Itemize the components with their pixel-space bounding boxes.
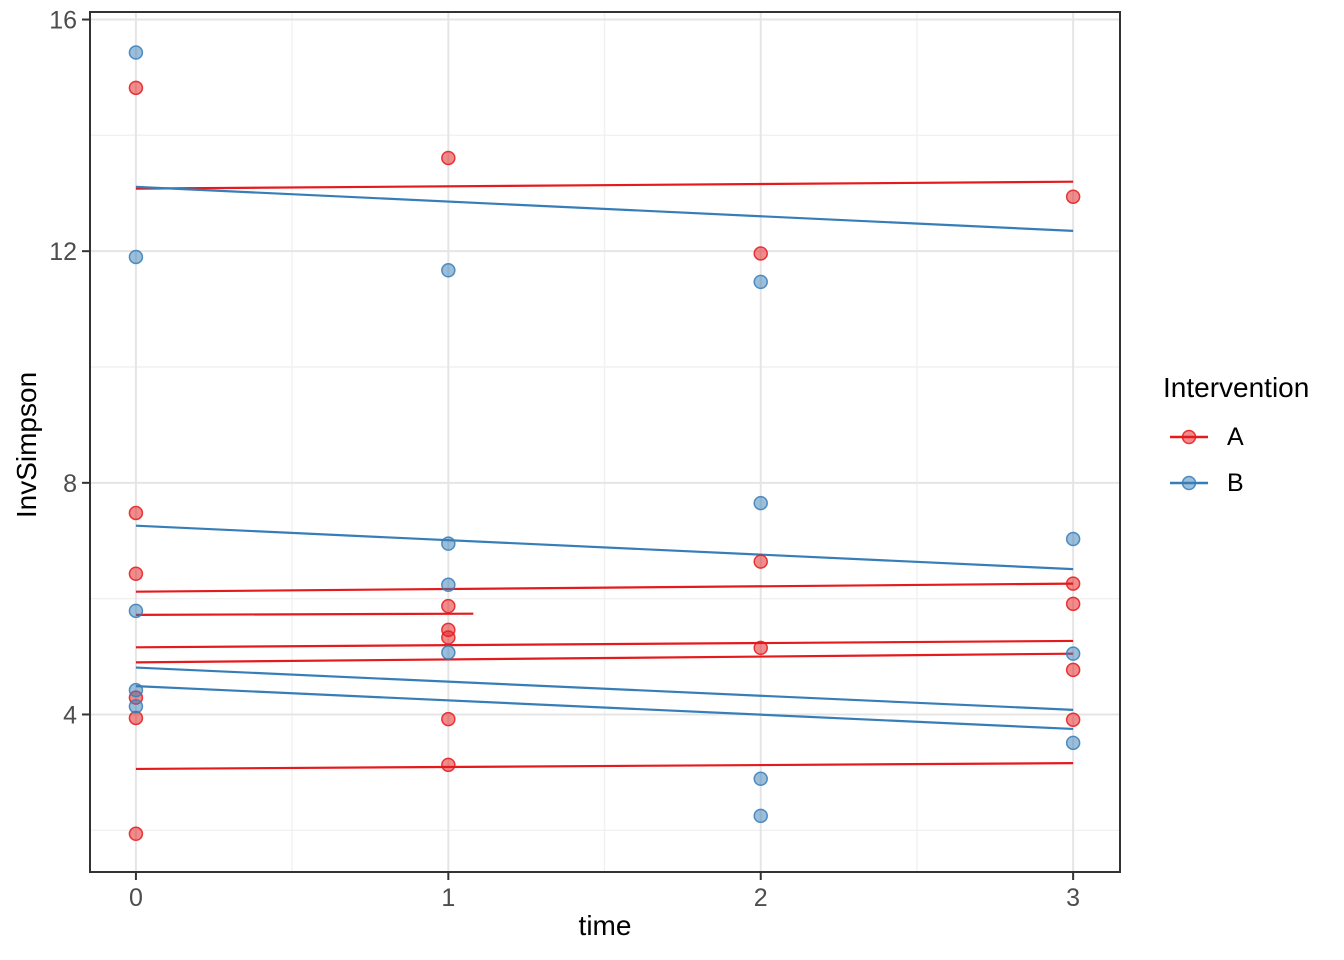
data-point-A (128, 566, 144, 582)
data-point-A (441, 757, 456, 773)
data-point-B (753, 771, 768, 787)
legend-key-icon (1170, 475, 1208, 491)
legend-item-B: B (1163, 470, 1309, 496)
data-point-B (1065, 646, 1081, 661)
data-point-A (753, 246, 768, 261)
data-point-A (441, 630, 456, 645)
data-point-B (128, 603, 144, 619)
fit-line-B-fit-lines (135, 524, 1074, 571)
data-point-B (441, 263, 456, 278)
data-point-B (753, 495, 768, 511)
data-point-A (1065, 576, 1081, 591)
data-point-B (128, 682, 144, 698)
data-point-B (441, 536, 456, 551)
fit-line-B-fit-lines (135, 185, 1074, 233)
data-point-A (1065, 189, 1081, 204)
data-point-A (1065, 712, 1081, 727)
y-tick-label: 8 (63, 470, 77, 498)
legend-item-A: A (1163, 424, 1309, 450)
fit-line-A-fit-lines (135, 639, 1074, 649)
data-point-B (128, 249, 144, 265)
fit-line-A-fit-lines (135, 612, 474, 616)
data-point-A (1065, 662, 1081, 678)
data-point-A (128, 505, 144, 521)
y-axis-title: InvSimpson (11, 371, 42, 519)
data-point-A (441, 598, 456, 614)
legend-label: B (1227, 469, 1244, 497)
data-point-A (128, 826, 144, 842)
legend-title: Intervention (1163, 372, 1310, 403)
data-point-A (753, 640, 768, 656)
data-point-A (441, 711, 456, 727)
data-point-B (1065, 735, 1081, 751)
panel-border (89, 11, 1121, 873)
data-point-A (753, 554, 768, 569)
y-tick-label: 16 (49, 7, 77, 35)
data-point-B (753, 808, 768, 824)
fit-line-A-fit-lines (135, 582, 1074, 593)
x-tick-label: 0 (129, 884, 143, 912)
data-point-B (128, 699, 144, 714)
data-point-B (128, 45, 144, 60)
x-tick-label: 1 (441, 884, 455, 912)
fit-line-B-fit-lines (135, 685, 1074, 731)
data-point-B (441, 577, 456, 593)
data-point-A (128, 80, 144, 96)
fit-line-A-fit-lines (135, 652, 1074, 664)
legend-label: A (1227, 423, 1244, 451)
x-tick-label: 3 (1066, 884, 1080, 912)
y-tick-label: 4 (63, 701, 77, 729)
x-axis-title: time (578, 910, 632, 941)
data-point-B (753, 274, 768, 290)
fit-line-B-fit-lines (135, 666, 1074, 711)
data-point-A (441, 150, 456, 166)
data-point-B (1065, 531, 1081, 547)
fit-line-A-fit-lines (135, 180, 1074, 190)
data-point-B (441, 645, 456, 660)
fit-line-A-fit-lines (135, 762, 1074, 771)
legend-key-icon (1170, 429, 1208, 445)
x-tick-label: 2 (754, 884, 768, 912)
data-point-A (1065, 596, 1081, 612)
y-tick-label: 12 (49, 238, 77, 266)
